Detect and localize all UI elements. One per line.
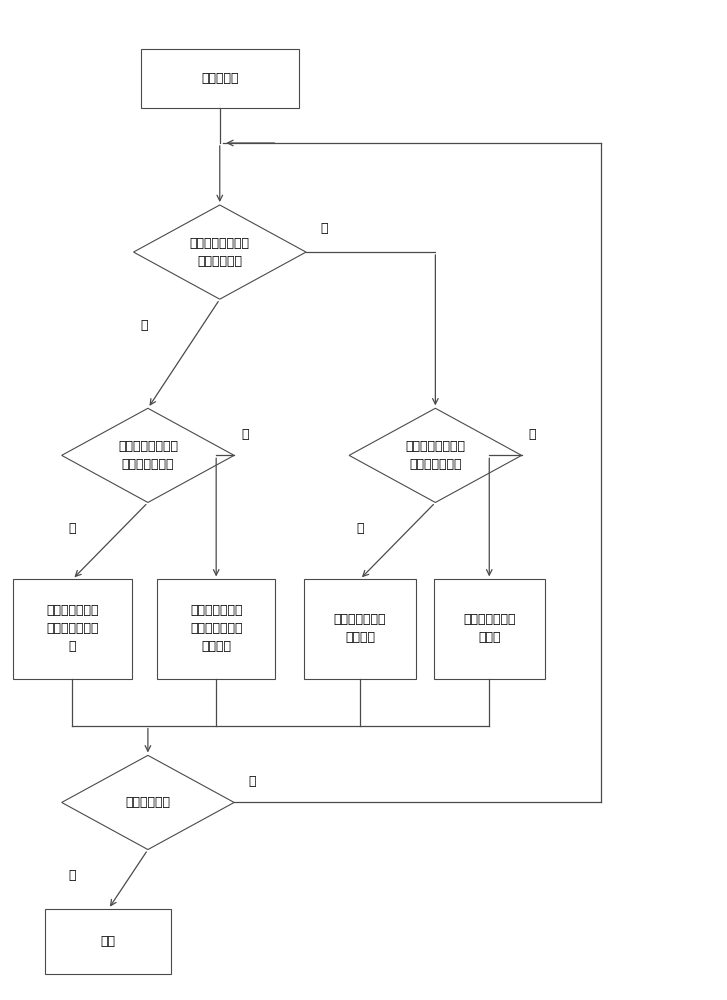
- Text: 否: 否: [241, 428, 249, 441]
- Text: 由电网取电向负
载供电: 由电网取电向负 载供电: [463, 613, 515, 644]
- Text: 系统初始化: 系统初始化: [201, 72, 238, 85]
- Text: 超级电容电压是否
最大于工作电压: 超级电容电压是否 最大于工作电压: [118, 440, 178, 471]
- Text: 是: 是: [141, 319, 148, 332]
- Polygon shape: [62, 408, 234, 502]
- FancyBboxPatch shape: [304, 579, 416, 678]
- Text: 否: 否: [249, 775, 256, 788]
- Text: 超级电容电压是否
最大于截止电压: 超级电容电压是否 最大于截止电压: [406, 440, 465, 471]
- Text: 由超级电容器向
负载供电: 由超级电容器向 负载供电: [334, 613, 386, 644]
- Polygon shape: [62, 755, 234, 850]
- Text: 是: 是: [69, 522, 76, 535]
- Text: 结束: 结束: [101, 935, 116, 948]
- Text: 是: 是: [69, 869, 76, 882]
- Text: 光伏发电多余的
电能存储到超级
电容器中: 光伏发电多余的 电能存储到超级 电容器中: [190, 604, 242, 653]
- FancyBboxPatch shape: [141, 49, 299, 108]
- Text: 否: 否: [321, 222, 328, 235]
- Text: 光伏发电多余的
电能传输到电网
上: 光伏发电多余的 电能传输到电网 上: [47, 604, 99, 653]
- FancyBboxPatch shape: [157, 579, 276, 678]
- FancyBboxPatch shape: [46, 909, 172, 974]
- Text: 光伏发电功率是否
大于负载功率: 光伏发电功率是否 大于负载功率: [190, 237, 250, 268]
- Text: 否: 否: [529, 428, 537, 441]
- Text: 是: 是: [356, 522, 364, 535]
- Polygon shape: [349, 408, 521, 502]
- FancyBboxPatch shape: [13, 579, 132, 678]
- FancyBboxPatch shape: [433, 579, 545, 678]
- Text: 程序是否结束: 程序是否结束: [125, 796, 170, 809]
- Polygon shape: [134, 205, 306, 299]
